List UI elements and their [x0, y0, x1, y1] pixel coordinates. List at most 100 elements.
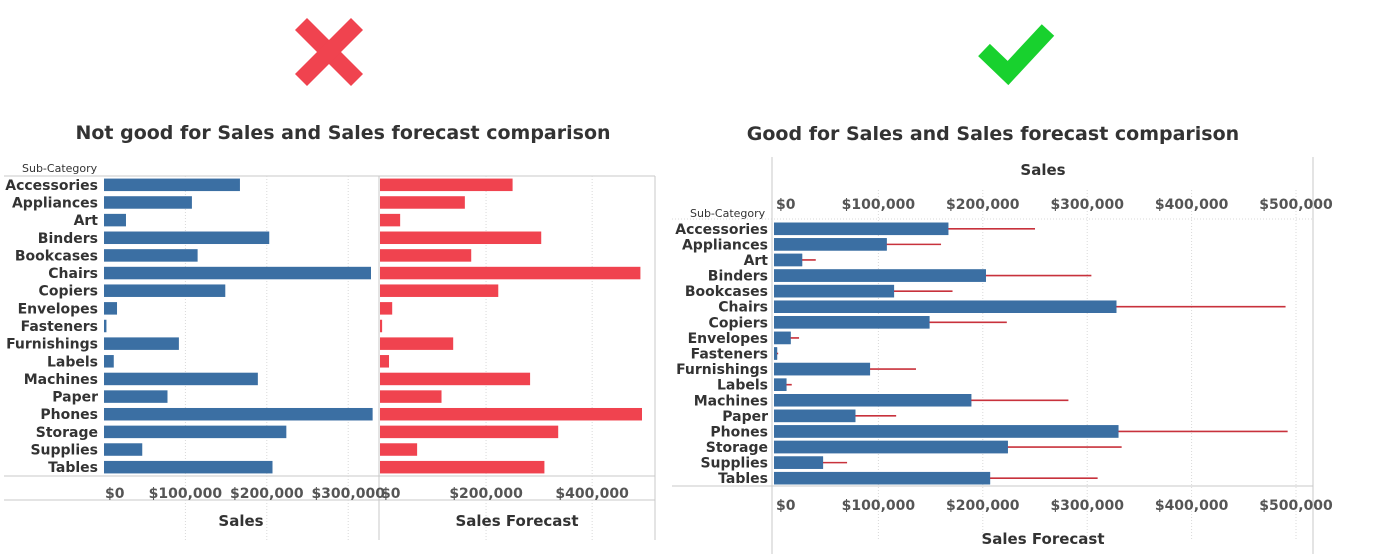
category-label: Supplies	[700, 456, 768, 472]
x-axis-title: Sales Forecast	[455, 512, 578, 530]
bar-sales-overlay	[774, 362, 871, 376]
category-label: Bookcases	[685, 284, 768, 300]
top-tick-label: $400,000	[1155, 197, 1229, 213]
category-label: Paper	[722, 409, 768, 425]
bar-sales	[104, 284, 226, 297]
top-tick-label: $300,000	[1050, 197, 1124, 213]
bar-sales	[104, 319, 107, 333]
bar-sales	[104, 460, 273, 474]
bar-forecast	[380, 266, 641, 280]
category-label: Labels	[47, 354, 98, 370]
bar-sales-overlay	[774, 222, 949, 236]
bar-forecast	[380, 372, 531, 386]
x-mark-icon	[294, 17, 364, 87]
bar-sales	[104, 407, 373, 421]
category-label: Appliances	[682, 237, 768, 253]
category-label: Copiers	[39, 284, 98, 300]
category-label: Furnishings	[6, 337, 98, 353]
bar-forecast	[380, 319, 383, 333]
bar-forecast	[380, 443, 418, 456]
category-label: Paper	[52, 390, 98, 406]
category-label: Tables	[48, 460, 98, 476]
category-label: Fasteners	[691, 347, 768, 363]
bottom-tick-label: $400,000	[1155, 498, 1229, 514]
bar-forecast	[380, 178, 513, 192]
bar-sales-overlay	[774, 316, 930, 329]
category-label: Envelopes	[688, 331, 768, 347]
bar-sales-overlay	[774, 456, 824, 469]
bar-sales-overlay	[774, 253, 803, 267]
bar-sales	[104, 337, 179, 350]
bar-sales-overlay	[774, 238, 887, 251]
top-tick-label: $100,000	[842, 197, 916, 213]
bar-sales	[104, 372, 258, 386]
bar-sales	[104, 213, 126, 227]
bar-forecast	[380, 407, 642, 421]
left-row-header: Sub-Category	[22, 162, 98, 175]
category-label: Machines	[24, 372, 98, 388]
category-label: Chairs	[48, 266, 98, 282]
x-tick-label: $0	[381, 486, 401, 502]
top-tick-label: $0	[776, 197, 796, 213]
bar-sales-overlay	[774, 409, 856, 423]
check-mark-icon	[978, 24, 1055, 86]
category-label: Phones	[710, 424, 768, 440]
bar-sales	[104, 249, 198, 262]
category-label: Supplies	[30, 443, 98, 459]
bottom-tick-label: $200,000	[946, 498, 1020, 514]
bar-sales	[104, 196, 192, 209]
x-tick-label: $200,000	[449, 486, 523, 502]
bar-sales-overlay	[774, 378, 787, 391]
right-top-axis-title: Sales	[1020, 161, 1065, 179]
bar-sales-overlay	[774, 269, 986, 282]
x-tick-label: $300,000	[311, 486, 385, 502]
category-label: Chairs	[718, 300, 768, 316]
bar-sales	[104, 425, 287, 439]
bar-forecast	[380, 355, 390, 368]
bar-forecast	[380, 231, 542, 245]
bar-forecast	[380, 213, 401, 227]
bar-sales-overlay	[774, 300, 1117, 313]
category-label: Labels	[717, 378, 768, 394]
bar-sales	[104, 266, 371, 280]
bar-forecast	[380, 284, 499, 297]
bar-forecast	[380, 302, 393, 315]
category-label: Storage	[36, 425, 98, 441]
bar-sales	[104, 390, 168, 403]
bar-sales-overlay	[774, 347, 778, 360]
x-tick-label: $400,000	[555, 486, 629, 502]
right-row-header: Sub-Category	[690, 207, 766, 220]
category-label: Envelopes	[18, 301, 98, 317]
bottom-tick-label: $0	[776, 498, 796, 514]
x-axis-title: Sales Forecast	[981, 530, 1104, 548]
category-label: Art	[74, 213, 99, 229]
category-label: Art	[744, 253, 769, 269]
bar-forecast	[380, 196, 465, 209]
bar-sales	[104, 231, 270, 245]
bar-sales-overlay	[774, 284, 895, 298]
category-label: Machines	[694, 393, 768, 409]
right-chart-title: Good for Sales and Sales forecast compar…	[747, 123, 1239, 145]
x-tick-label: $200,000	[230, 486, 304, 502]
category-label: Binders	[38, 231, 98, 247]
bottom-tick-label: $100,000	[842, 498, 916, 514]
bar-sales-overlay	[774, 471, 991, 485]
bar-forecast	[380, 249, 472, 262]
category-label: Storage	[706, 440, 768, 456]
top-tick-label: $500,000	[1259, 197, 1333, 213]
x-tick-label: $0	[105, 486, 125, 502]
category-label: Bookcases	[15, 248, 98, 264]
x-tick-label: $100,000	[149, 486, 223, 502]
bar-sales	[104, 443, 143, 456]
bar-sales-overlay	[774, 394, 972, 407]
x-axis-title: Sales	[218, 512, 263, 530]
category-label: Accessories	[5, 178, 98, 194]
category-label: Accessories	[675, 222, 768, 238]
bar-sales-overlay	[774, 440, 1008, 454]
bar-sales-overlay	[774, 425, 1119, 438]
left-chart-title: Not good for Sales and Sales forecast co…	[75, 122, 610, 144]
bar-sales	[104, 302, 118, 315]
bar-sales	[104, 355, 114, 368]
